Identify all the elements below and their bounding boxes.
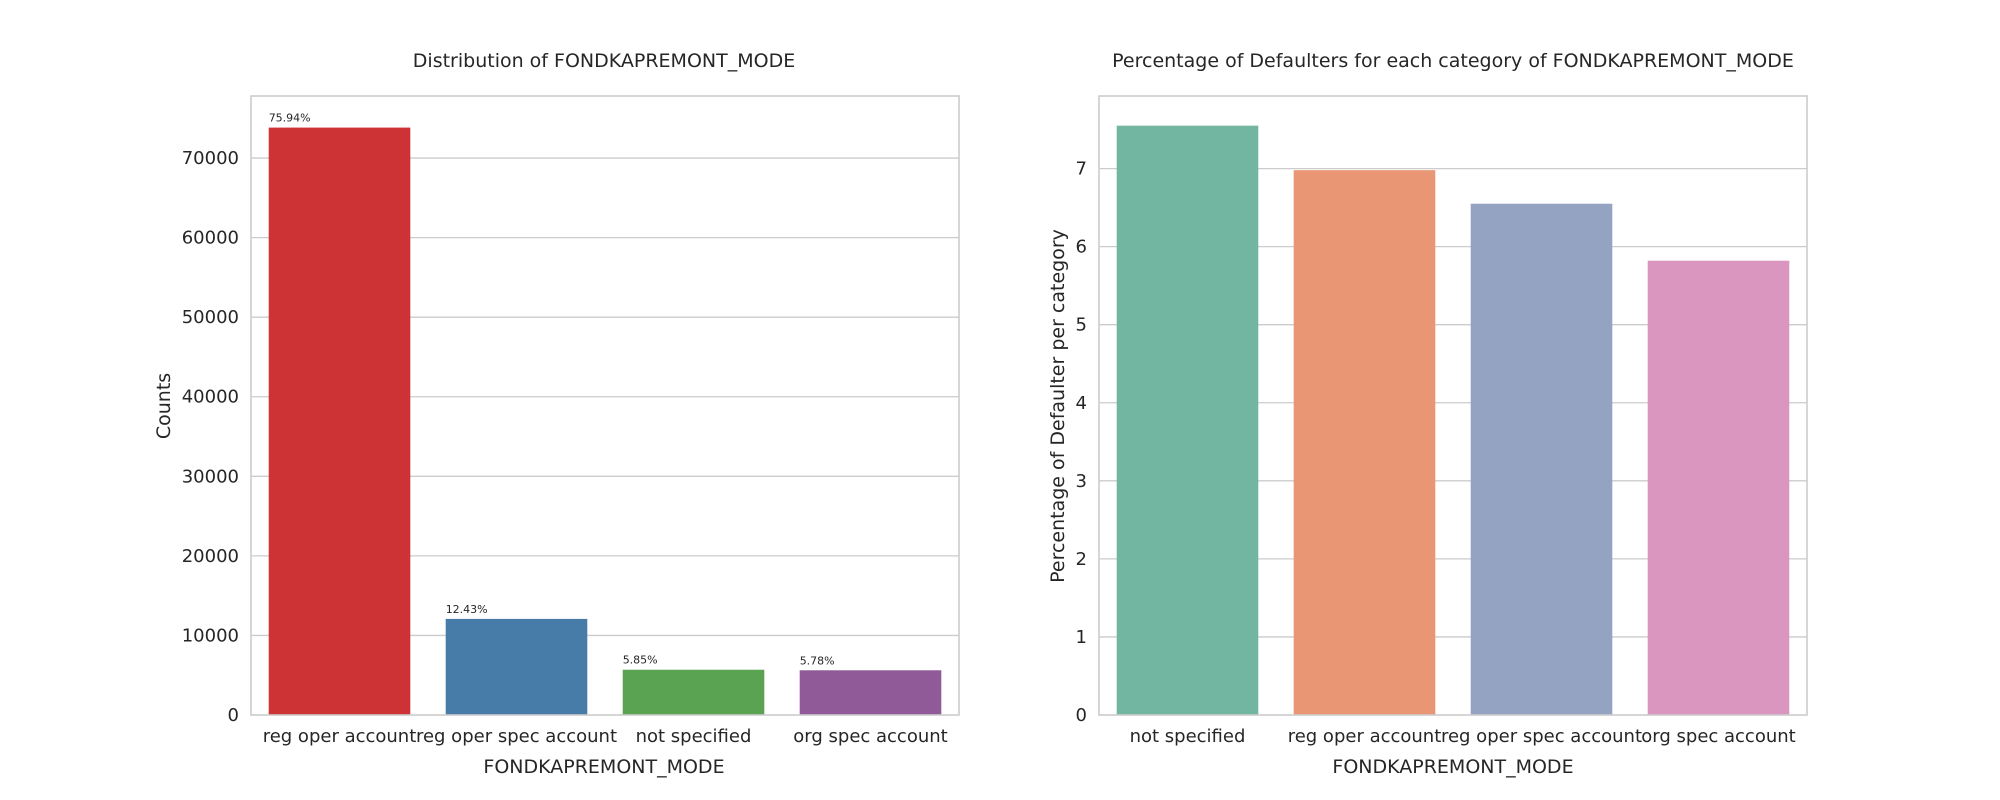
y-tick-label: 20000: [182, 546, 239, 567]
y-axis-label: Counts: [153, 373, 175, 439]
y-tick-label: 60000: [182, 228, 239, 249]
bars: [268, 127, 942, 716]
y-tick-label: 70000: [182, 148, 239, 169]
x-tick-label: reg oper account: [263, 726, 417, 747]
bar: [1470, 203, 1613, 716]
x-axis-label: FONDKAPREMONT_MODE: [483, 756, 724, 778]
data-label: 12.43%: [446, 603, 488, 616]
x-tick-label: org spec account: [793, 726, 947, 747]
y-tick-label: 7: [1076, 159, 1087, 180]
x-ticks: reg oper account reg oper spec account not…: [263, 726, 948, 747]
y-tick-label: 5: [1076, 315, 1087, 336]
x-tick-label: reg oper spec account: [1441, 726, 1642, 747]
x-tick-label: reg oper account: [1288, 726, 1442, 747]
defaulters-chart: Percentage of Defaulters for each catego…: [1047, 50, 1808, 778]
y-tick-label: 40000: [182, 387, 239, 408]
y-axis-label: Percentage of Defaulter per category: [1047, 229, 1069, 583]
y-tick-label: 0: [1076, 705, 1087, 726]
x-ticks: not specified reg oper account reg oper sp…: [1130, 726, 1796, 747]
y-tick-label: 10000: [182, 625, 239, 646]
bar: [1293, 170, 1436, 716]
y-tick-label: 30000: [182, 466, 239, 487]
x-tick-label: org spec account: [1641, 726, 1795, 747]
bar: [622, 669, 765, 715]
y-tick-label: 0: [228, 705, 239, 726]
y-tick-label: 4: [1076, 393, 1087, 414]
bars: [1116, 125, 1790, 716]
x-tick-label: not specified: [636, 726, 752, 747]
plot-frame: [1098, 95, 1808, 716]
bar: [445, 618, 588, 715]
y-tick-label: 6: [1076, 237, 1087, 258]
data-labels: 75.94% 12.43% 5.85% 5.78%: [269, 112, 835, 668]
bar: [799, 670, 942, 715]
y-tick-label: 2: [1076, 549, 1087, 570]
y-tick-label: 3: [1076, 471, 1087, 492]
x-tick-label: not specified: [1130, 726, 1246, 747]
bar: [1116, 125, 1259, 715]
x-tick-label: reg oper spec account: [416, 726, 617, 747]
y-tick-label: 50000: [182, 307, 239, 328]
y-tick-label: 1: [1076, 627, 1087, 648]
chart-title: Percentage of Defaulters for each catego…: [1112, 50, 1794, 72]
data-label: 5.78%: [800, 654, 835, 667]
chart-title: Distribution of FONDKAPREMONT_MODE: [413, 50, 795, 72]
data-label: 75.94%: [269, 112, 311, 125]
x-axis-label: FONDKAPREMONT_MODE: [1332, 756, 1573, 778]
bar: [1647, 260, 1790, 715]
y-ticks: 0 10000 20000 30000 40000 50000 60000 70000: [182, 148, 239, 726]
plot-frame: [250, 95, 960, 716]
distribution-chart: Distribution of FONDKAPREMONT_MODE FONDK…: [153, 50, 960, 778]
bar: [268, 127, 411, 716]
data-label: 5.85%: [623, 654, 658, 667]
y-ticks: 0 1 2 3 4 5 6 7: [1076, 159, 1087, 726]
